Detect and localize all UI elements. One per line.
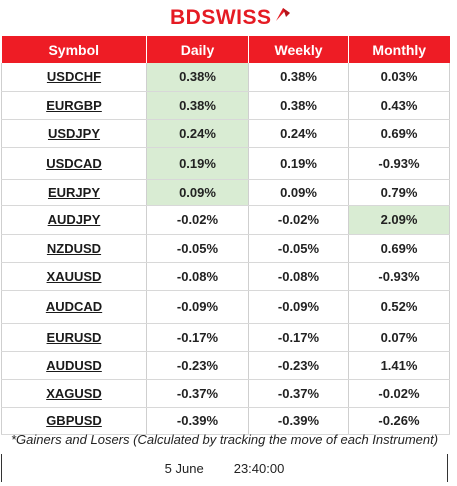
cell-symbol[interactable]: USDJPY: [1, 119, 147, 148]
footnote: *Gainers and Losers (Calculated by track…: [11, 432, 439, 447]
cell-symbol[interactable]: GBPUSD: [1, 407, 147, 435]
table-row: EURGBP 0.38% 0.38% 0.43%: [1, 91, 450, 120]
cell-symbol[interactable]: XAUUSD: [1, 262, 147, 291]
cell-weekly: 0.38%: [248, 63, 349, 92]
cell-monthly: 0.69%: [348, 119, 450, 148]
cell-symbol[interactable]: AUDCAD: [1, 290, 147, 324]
cell-symbol[interactable]: XAGUSD: [1, 379, 147, 408]
cell-weekly: -0.23%: [248, 351, 349, 380]
performance-table: Symbol Daily Weekly Monthly USDCHF 0.38% 0…: [1, 36, 450, 435]
cell-monthly: 0.03%: [348, 63, 450, 92]
table-row: EURUSD -0.17% -0.17% 0.07%: [1, 323, 450, 352]
table-row: EURJPY 0.09% 0.09% 0.79%: [1, 179, 450, 206]
cell-daily: -0.08%: [146, 262, 249, 291]
table-row: GBPUSD -0.39% -0.39% -0.26%: [1, 407, 450, 435]
cell-weekly: 0.19%: [248, 147, 349, 180]
cell-symbol[interactable]: AUDJPY: [1, 205, 147, 235]
table-row: XAUUSD -0.08% -0.08% -0.93%: [1, 262, 450, 291]
cell-monthly: 1.41%: [348, 351, 450, 380]
header-daily: Daily: [146, 36, 249, 63]
timestamp-date: 5 June: [164, 460, 204, 476]
cell-symbol[interactable]: USDCHF: [1, 63, 147, 92]
header-monthly: Monthly: [348, 36, 450, 63]
cell-symbol[interactable]: USDCAD: [1, 147, 147, 180]
logo-flag-icon: [275, 8, 290, 21]
cell-monthly: -0.93%: [348, 262, 450, 291]
cell-daily: -0.39%: [146, 407, 249, 435]
header-weekly: Weekly: [248, 36, 349, 63]
table-row: AUDUSD -0.23% -0.23% 1.41%: [1, 351, 450, 380]
cell-weekly: 0.38%: [248, 91, 349, 120]
header-symbol: Symbol: [1, 36, 147, 63]
cell-daily: 0.38%: [146, 63, 249, 92]
cell-daily: -0.17%: [146, 323, 249, 352]
cell-monthly: 0.69%: [348, 234, 450, 263]
cell-weekly: -0.02%: [248, 205, 349, 235]
cell-monthly: 0.07%: [348, 323, 450, 352]
cell-weekly: -0.39%: [248, 407, 349, 435]
cell-weekly: -0.17%: [248, 323, 349, 352]
table-header-row: Symbol Daily Weekly Monthly: [1, 36, 450, 63]
cell-symbol[interactable]: EURUSD: [1, 323, 147, 352]
table-row: USDJPY 0.24% 0.24% 0.69%: [1, 119, 450, 148]
table-row: USDCHF 0.38% 0.38% 0.03%: [1, 63, 450, 92]
cell-monthly: 0.43%: [348, 91, 450, 120]
table-row: NZDUSD -0.05% -0.05% 0.69%: [1, 234, 450, 263]
timestamp-box: 5 June 23:40:00: [1, 454, 448, 482]
table-row: AUDCAD -0.09% -0.09% 0.52%: [1, 290, 450, 324]
cell-monthly: 0.79%: [348, 179, 450, 206]
cell-weekly: 0.09%: [248, 179, 349, 206]
cell-weekly: -0.05%: [248, 234, 349, 263]
cell-daily: -0.37%: [146, 379, 249, 408]
cell-daily: 0.19%: [146, 147, 249, 180]
cell-daily: 0.09%: [146, 179, 249, 206]
cell-daily: -0.02%: [146, 205, 249, 235]
table-row: USDCAD 0.19% 0.19% -0.93%: [1, 147, 450, 180]
cell-weekly: -0.08%: [248, 262, 349, 291]
cell-monthly: 2.09%: [348, 205, 450, 235]
table-row: XAGUSD -0.37% -0.37% -0.02%: [1, 379, 450, 408]
timestamp-time: 23:40:00: [233, 460, 285, 476]
cell-weekly: -0.09%: [248, 290, 349, 324]
cell-daily: -0.23%: [146, 351, 249, 380]
cell-daily: -0.05%: [146, 234, 249, 263]
cell-symbol[interactable]: NZDUSD: [1, 234, 147, 263]
cell-weekly: -0.37%: [248, 379, 349, 408]
logo-text: BDSWISS: [170, 5, 272, 29]
cell-weekly: 0.24%: [248, 119, 349, 148]
cell-symbol[interactable]: EURJPY: [1, 179, 147, 206]
cell-monthly: -0.26%: [348, 407, 450, 435]
cell-symbol[interactable]: AUDUSD: [1, 351, 147, 380]
cell-monthly: 0.52%: [348, 290, 450, 324]
cell-daily: 0.24%: [146, 119, 249, 148]
cell-monthly: -0.93%: [348, 147, 450, 180]
table-row: AUDJPY -0.02% -0.02% 2.09%: [1, 205, 450, 235]
bdswiss-logo: BDSWISS: [170, 4, 292, 30]
cell-monthly: -0.02%: [348, 379, 450, 408]
cell-daily: -0.09%: [146, 290, 249, 324]
cell-daily: 0.38%: [146, 91, 249, 120]
cell-symbol[interactable]: EURGBP: [1, 91, 147, 120]
